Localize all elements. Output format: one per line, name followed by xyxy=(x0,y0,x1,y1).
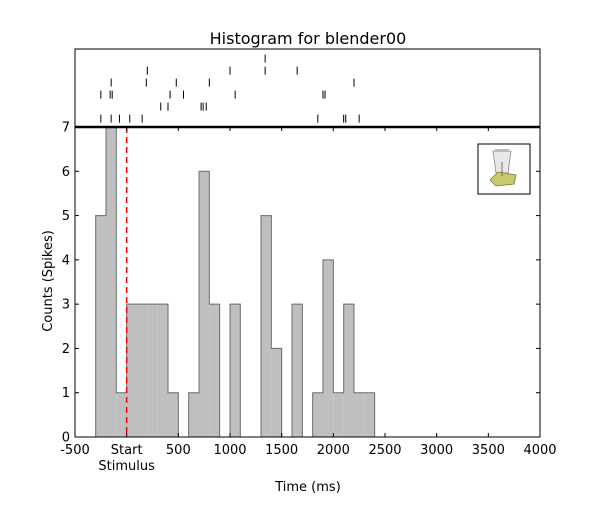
histogram-bar xyxy=(137,304,148,437)
x-tick-label: 4000 xyxy=(523,443,556,458)
histogram-bar xyxy=(209,304,220,437)
axes xyxy=(74,125,541,438)
blender-lid xyxy=(495,149,509,152)
histogram-bar xyxy=(147,304,158,437)
x-tick-label: -500 xyxy=(60,443,90,458)
x-tick-label: 2500 xyxy=(368,443,401,458)
histogram-outline xyxy=(95,126,376,438)
axis-ticks: -500 Start 500 1000 1500 2000 2500 3000 3500 4000… xyxy=(60,121,556,475)
x-tick-label: 2000 xyxy=(317,443,350,458)
histogram-bar xyxy=(126,304,137,437)
histogram-bars xyxy=(95,126,376,438)
chart-title: Histogram for blender00 xyxy=(210,29,407,48)
blender-base xyxy=(489,171,517,187)
histogram-bar xyxy=(343,304,354,437)
y-tick-label: 5 xyxy=(62,209,70,224)
histogram-bar xyxy=(168,392,179,437)
x-tick-label: 1000 xyxy=(213,443,246,458)
histogram-bar xyxy=(116,392,127,437)
y-tick-label: 7 xyxy=(62,121,70,136)
histogram-bar xyxy=(354,392,365,437)
histogram-bar xyxy=(312,392,323,437)
y-tick-label: 4 xyxy=(62,253,70,268)
histogram-bar xyxy=(271,348,282,437)
raster-panel-frame xyxy=(74,48,541,128)
blender-icon xyxy=(477,143,531,195)
histogram-bar xyxy=(188,392,199,437)
histogram-bar xyxy=(157,304,168,437)
histogram-bar xyxy=(333,392,344,437)
x-tick-label: 3000 xyxy=(420,443,453,458)
histogram-bar xyxy=(106,127,117,437)
y-tick-label: 0 xyxy=(62,431,70,446)
histogram-bar xyxy=(292,304,303,437)
y-tick-label: 1 xyxy=(62,386,70,401)
x-tick-sublabel: Stimulus xyxy=(98,459,155,474)
x-tick-label: Start xyxy=(111,443,143,458)
x-tick-label: 1500 xyxy=(265,443,298,458)
x-tick-label: 3500 xyxy=(472,443,505,458)
y-tick-label: 6 xyxy=(62,165,70,180)
histogram-bar xyxy=(364,392,375,437)
y-tick-label: 3 xyxy=(62,298,70,313)
histogram-bar xyxy=(199,171,210,438)
spike-raster xyxy=(74,48,541,128)
x-axis-label: Time (ms) xyxy=(274,480,341,495)
histogram-bar xyxy=(261,215,272,437)
x-tick-label: 500 xyxy=(166,443,191,458)
histogram-bar xyxy=(323,259,334,437)
histogram-bar xyxy=(230,304,241,437)
y-tick-label: 2 xyxy=(62,342,70,357)
y-axis-label: Counts (Spikes) xyxy=(41,230,56,332)
histogram-bar xyxy=(95,215,106,437)
